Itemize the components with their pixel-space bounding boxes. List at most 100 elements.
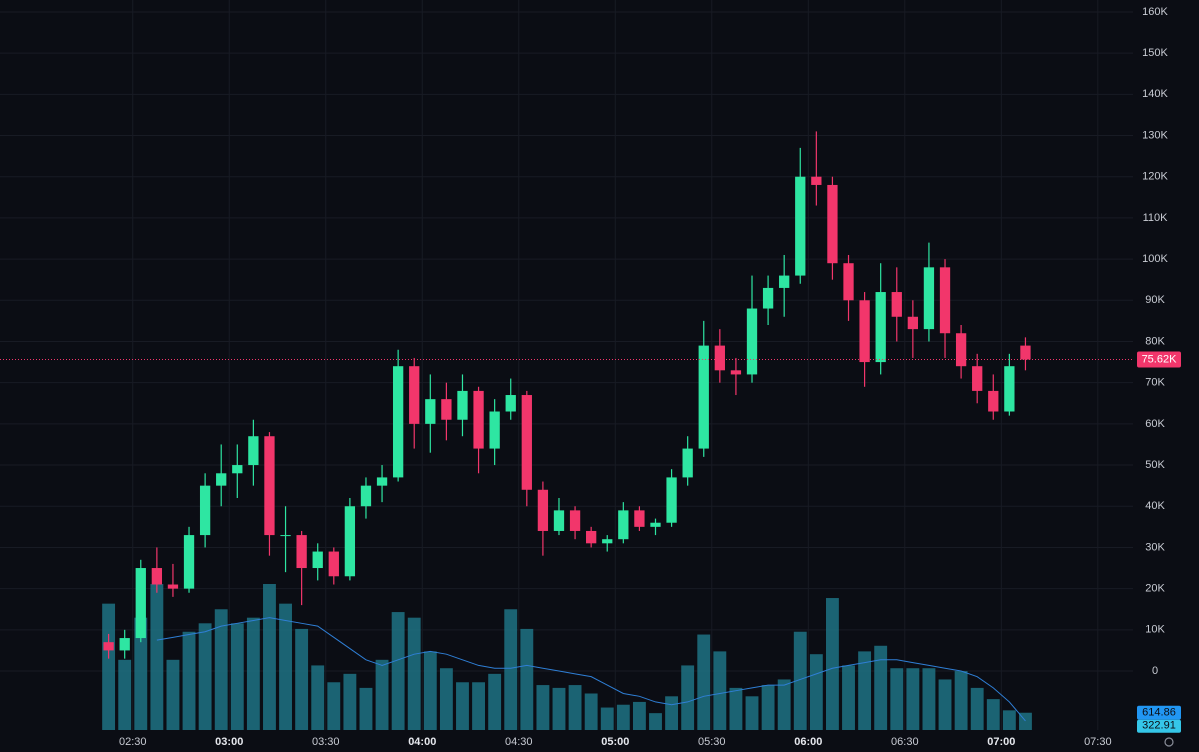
y-tick-label: 150K xyxy=(1142,47,1168,59)
volume-bar xyxy=(649,713,662,730)
volume-bar xyxy=(343,673,357,730)
volume-bar xyxy=(472,682,485,730)
candle-body xyxy=(859,300,870,363)
volume-bar xyxy=(246,617,260,730)
volume-bar xyxy=(600,707,614,730)
candles xyxy=(103,131,1031,659)
x-tick-label: 04:30 xyxy=(505,736,533,748)
candle-body xyxy=(698,345,709,449)
candle-body xyxy=(280,535,291,537)
volume-ma-box xyxy=(1137,719,1181,733)
y-tick-label: 0 xyxy=(1152,665,1158,677)
volume-bar xyxy=(793,631,807,730)
candle-body xyxy=(521,395,532,490)
candle-body xyxy=(489,411,500,449)
candle-body xyxy=(907,316,919,330)
volume-bar xyxy=(166,659,180,730)
candle-body xyxy=(618,510,629,540)
y-tick-label: 70K xyxy=(1145,377,1165,389)
y-tick-label: 40K xyxy=(1145,500,1165,512)
candle-body xyxy=(666,477,677,523)
candle-body xyxy=(714,345,725,371)
candle-body xyxy=(827,184,838,264)
candle-body xyxy=(376,477,388,486)
candle-body xyxy=(762,287,774,309)
x-tick-label: 06:00 xyxy=(794,736,822,748)
volume-bar xyxy=(809,654,823,730)
volume-bar xyxy=(279,603,292,730)
candle-body xyxy=(151,568,163,585)
candle-body xyxy=(779,275,790,288)
volume-bar xyxy=(456,682,469,730)
candle-body xyxy=(312,551,323,569)
candle-body xyxy=(730,370,742,375)
volume-bar xyxy=(198,623,212,730)
volume-bar xyxy=(359,687,373,730)
volume-bar xyxy=(777,679,791,730)
candle-body xyxy=(972,366,983,391)
candle-body xyxy=(457,390,468,420)
volume-bar xyxy=(584,693,598,730)
volume-bar xyxy=(874,645,888,730)
volume-bar xyxy=(729,687,743,730)
candle-body xyxy=(264,436,275,536)
volume-bar xyxy=(938,679,952,730)
candle-body xyxy=(441,399,452,420)
last-price-label: 75.62K xyxy=(1142,353,1178,365)
candle-body xyxy=(119,638,130,651)
x-tick-label: 06:30 xyxy=(891,736,919,748)
volume-bar xyxy=(761,685,775,730)
volume-bar xyxy=(616,704,630,730)
last-price-box xyxy=(1137,351,1181,368)
settings-icon[interactable] xyxy=(1164,737,1174,747)
volume-bar xyxy=(568,685,582,730)
volume-bar xyxy=(665,696,679,730)
candle-body xyxy=(216,473,227,486)
volume-bar xyxy=(407,617,421,730)
candle-body xyxy=(360,485,372,507)
volume-ma-line xyxy=(156,617,1026,722)
y-tick-label: 90K xyxy=(1145,294,1165,306)
volume-bar xyxy=(842,665,855,730)
volume-ma-label: 322.91 xyxy=(1142,720,1176,732)
candle-body xyxy=(795,176,806,276)
volume-bar xyxy=(745,696,759,730)
y-tick-label: 110K xyxy=(1143,212,1169,224)
x-tick-label: 03:30 xyxy=(312,736,340,748)
volume-bar xyxy=(134,617,148,730)
volume-bar xyxy=(906,668,920,730)
volume-bar xyxy=(263,584,276,730)
volume-bar xyxy=(182,631,196,730)
volume-bar xyxy=(681,665,695,730)
candle-body xyxy=(553,510,565,531)
volume-bar xyxy=(713,651,727,730)
candle-body xyxy=(955,333,967,367)
volume-bar xyxy=(954,671,968,730)
candle-body xyxy=(167,584,179,589)
candle-body xyxy=(939,267,951,334)
volume-pane xyxy=(102,584,1032,730)
volume-bar xyxy=(504,609,518,730)
x-tick-label: 05:30 xyxy=(698,736,726,748)
y-tick-label: 120K xyxy=(1142,171,1168,183)
candle-body xyxy=(425,399,436,424)
volume-last-label: 614.86 xyxy=(1142,707,1176,719)
volume-bar xyxy=(439,668,453,730)
y-tick-label: 130K xyxy=(1142,129,1168,141)
y-tick-label: 80K xyxy=(1145,335,1165,347)
candle-body xyxy=(586,530,597,544)
candle-body xyxy=(135,568,146,639)
y-tick-label: 60K xyxy=(1145,418,1165,430)
candle-body xyxy=(891,292,902,317)
x-tick-label: 03:00 xyxy=(215,736,243,748)
candle-body xyxy=(296,535,307,569)
candle-body xyxy=(1004,366,1015,412)
volume-bar xyxy=(858,651,872,730)
volume-bar xyxy=(825,598,839,730)
volume-bar xyxy=(986,699,1000,730)
volume-bar xyxy=(102,603,116,730)
candle-body xyxy=(811,176,822,185)
volume-bar xyxy=(536,685,550,730)
